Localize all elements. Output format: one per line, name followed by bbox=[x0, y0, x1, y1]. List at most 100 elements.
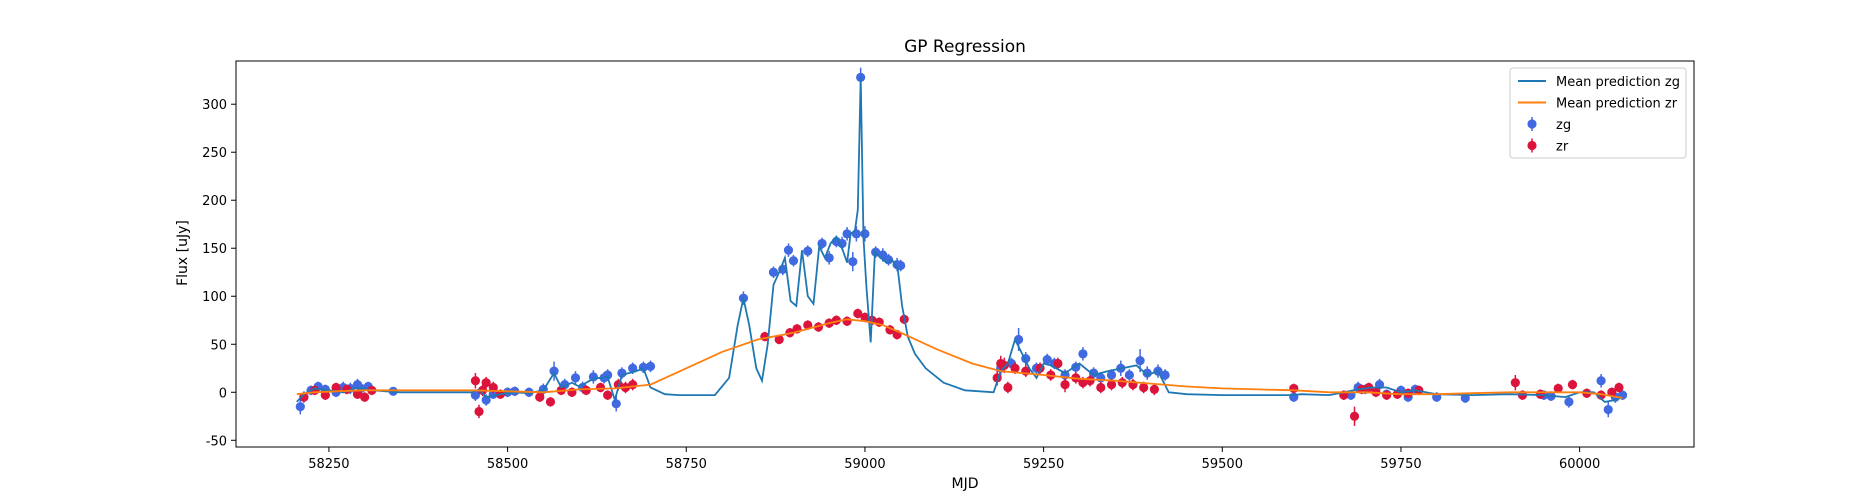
data-point bbox=[1106, 370, 1117, 380]
data-point bbox=[331, 382, 341, 393]
x-axis-label: MJD bbox=[952, 476, 979, 492]
data-point bbox=[853, 308, 863, 319]
data-point bbox=[360, 392, 370, 402]
data-point bbox=[299, 392, 309, 402]
legend-label: zg bbox=[1556, 118, 1571, 133]
data-point bbox=[474, 406, 484, 417]
axes-layer: 58250 58500 58750 59000 59250 59500 59750 60000… bbox=[202, 98, 1600, 472]
y-tick-label: -50 bbox=[206, 434, 227, 449]
legend-box bbox=[1509, 67, 1687, 159]
data-point bbox=[645, 361, 656, 371]
y-tick-label: 150 bbox=[202, 242, 227, 257]
y-axis-label: Flux [uJy] bbox=[175, 220, 191, 286]
data-point bbox=[1382, 390, 1392, 400]
data-point bbox=[999, 360, 1009, 370]
data-point bbox=[320, 390, 330, 400]
y-tick-label: 50 bbox=[210, 338, 227, 353]
data-point bbox=[1553, 383, 1563, 394]
data-point bbox=[851, 229, 861, 239]
data-point bbox=[611, 399, 621, 409]
data-point bbox=[824, 253, 834, 263]
data-point bbox=[1003, 382, 1013, 393]
x-tick-label: 58250 bbox=[308, 457, 349, 472]
data-point bbox=[1085, 376, 1095, 386]
data-point bbox=[1060, 379, 1070, 390]
data-point bbox=[1096, 382, 1106, 393]
data-point bbox=[570, 373, 581, 383]
data-point bbox=[1078, 378, 1088, 388]
data-point bbox=[1053, 358, 1063, 369]
data-point bbox=[1603, 404, 1613, 415]
y-tick-label: 250 bbox=[202, 146, 227, 161]
data-point bbox=[1142, 368, 1152, 378]
series-line bbox=[296, 318, 1623, 399]
data-point bbox=[896, 260, 906, 271]
data-point bbox=[502, 387, 513, 397]
legend-label: Mean prediction zr bbox=[1556, 97, 1678, 112]
data-point bbox=[1596, 376, 1606, 386]
data-point bbox=[860, 229, 870, 239]
y-tick-label: 200 bbox=[202, 194, 227, 209]
data-point bbox=[581, 385, 591, 395]
plot-area bbox=[295, 67, 1628, 426]
data-point bbox=[774, 334, 784, 345]
data-point bbox=[1614, 382, 1624, 393]
data-point bbox=[352, 389, 363, 399]
data-point bbox=[1139, 382, 1149, 393]
chart-title: GP Regression bbox=[904, 37, 1026, 57]
legend-label: zr bbox=[1556, 140, 1569, 155]
data-point bbox=[783, 245, 794, 255]
data-point bbox=[1607, 387, 1617, 397]
data-point bbox=[1010, 363, 1020, 373]
data-point bbox=[1349, 411, 1360, 421]
data-point bbox=[470, 376, 481, 386]
data-point bbox=[603, 390, 613, 400]
data-point bbox=[1042, 355, 1052, 365]
data-point bbox=[1106, 379, 1117, 390]
x-tick-label: 59500 bbox=[1202, 457, 1243, 472]
data-point bbox=[481, 378, 491, 388]
data-point bbox=[1135, 355, 1145, 366]
data-point bbox=[842, 316, 852, 326]
data-point bbox=[1510, 378, 1520, 388]
data-point bbox=[1089, 368, 1099, 378]
series-zg-points bbox=[295, 67, 1628, 418]
y-tick-label: 100 bbox=[202, 290, 227, 305]
data-point bbox=[488, 382, 498, 393]
x-tick-label: 59250 bbox=[1023, 457, 1064, 472]
data-point bbox=[842, 229, 852, 239]
data-point bbox=[549, 366, 559, 376]
legend-label: Mean prediction zg bbox=[1556, 75, 1680, 90]
data-point bbox=[768, 267, 779, 277]
data-point bbox=[628, 379, 638, 390]
x-tick-label: 59750 bbox=[1380, 457, 1421, 472]
legend: Mean prediction zg Mean prediction zr zg zr bbox=[1509, 67, 1687, 159]
data-point bbox=[595, 382, 606, 393]
data-point bbox=[1117, 378, 1127, 388]
data-point bbox=[1078, 349, 1088, 359]
data-point bbox=[848, 257, 858, 267]
data-point bbox=[1289, 383, 1299, 394]
series-zr-points bbox=[299, 308, 1624, 426]
x-tick-label: 58500 bbox=[487, 457, 528, 472]
data-point bbox=[788, 256, 799, 266]
data-point bbox=[295, 402, 305, 412]
y-tick-label: 300 bbox=[202, 98, 227, 113]
legend-swatch-marker bbox=[1527, 119, 1537, 129]
y-tick-label: 0 bbox=[219, 386, 227, 401]
data-point bbox=[1564, 397, 1574, 407]
x-tick-label: 58750 bbox=[666, 457, 707, 472]
data-point bbox=[470, 390, 481, 400]
data-point bbox=[481, 395, 491, 405]
x-tick-label: 59000 bbox=[844, 457, 885, 472]
data-point bbox=[803, 246, 813, 256]
data-point bbox=[617, 368, 627, 378]
legend-swatch-marker bbox=[1527, 140, 1537, 151]
data-point bbox=[535, 392, 545, 402]
data-point bbox=[1567, 379, 1578, 390]
series-line bbox=[296, 77, 1623, 404]
data-point bbox=[860, 312, 870, 322]
data-point bbox=[1124, 370, 1134, 380]
data-point bbox=[837, 238, 847, 249]
